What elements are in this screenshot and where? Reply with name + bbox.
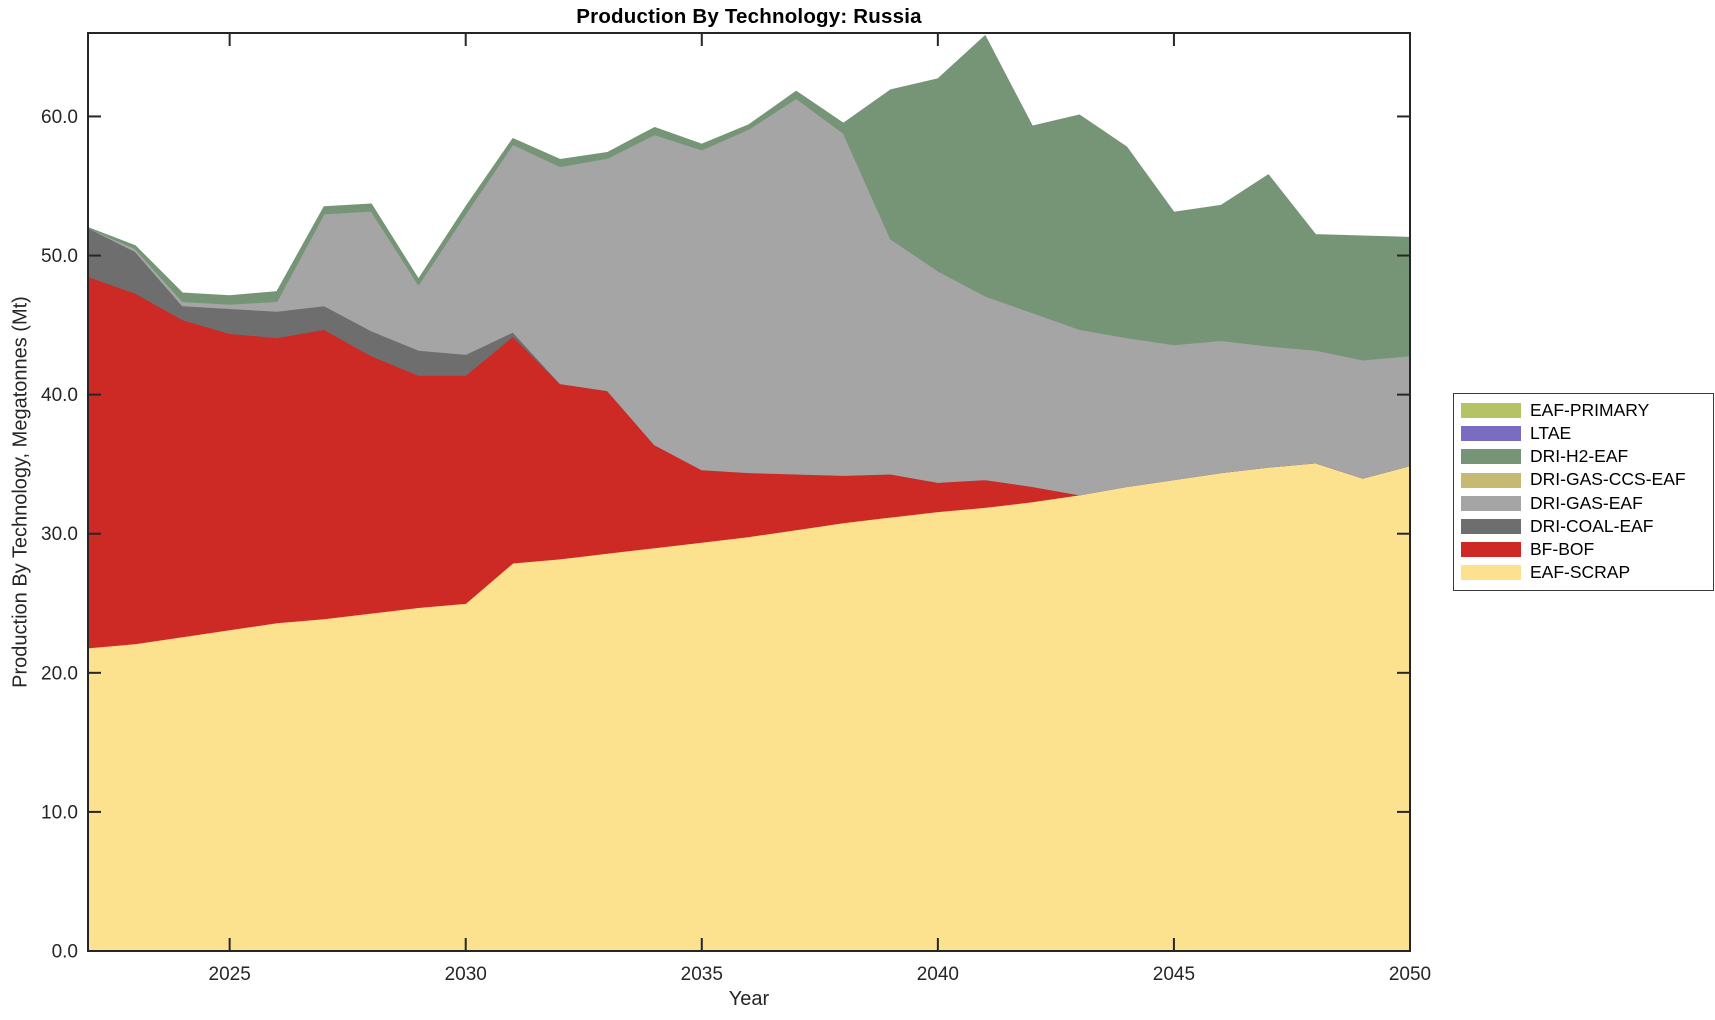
x-tick-label: 2050 <box>1389 964 1431 985</box>
chart-title: Production By Technology: Russia <box>576 5 922 28</box>
legend-item-dri-h2-eaf: DRI-H2-EAF <box>1461 445 1709 468</box>
legend-item-dri-gas-ccs-eaf: DRI-GAS-CCS-EAF <box>1461 469 1709 492</box>
legend-label: DRI-COAL-EAF <box>1530 515 1654 536</box>
legend-swatch <box>1461 519 1521 535</box>
legend-label: EAF-SCRAP <box>1530 562 1631 583</box>
x-tick-label: 2030 <box>445 964 487 985</box>
legend-item-dri-gas-eaf: DRI-GAS-EAF <box>1461 492 1709 515</box>
legend-label: DRI-GAS-EAF <box>1530 492 1643 513</box>
legend-item-bf-bof: BF-BOF <box>1461 538 1709 561</box>
legend-swatch <box>1461 565 1521 581</box>
y-tick-label: 30.0 <box>41 524 78 545</box>
y-tick-label: 50.0 <box>41 246 78 267</box>
legend-item-eaf-primary: EAF-PRIMARY <box>1461 399 1709 422</box>
legend-swatch <box>1461 542 1521 558</box>
legend-swatch <box>1461 426 1521 442</box>
x-axis-label: Year <box>728 988 770 1010</box>
stacked-areas <box>87 35 1411 952</box>
y-tick-label: 10.0 <box>41 802 78 823</box>
legend-label: DRI-GAS-CCS-EAF <box>1530 469 1686 490</box>
x-tick-label: 2035 <box>681 964 723 985</box>
y-axis-label: Production By Technology, Megatonnes (Mt… <box>9 296 32 688</box>
y-tick-label: 60.0 <box>41 107 78 128</box>
legend-item-ltae: LTAE <box>1461 422 1709 445</box>
legend: EAF-PRIMARY LTAE DRI-H2-EAF DRI-GAS-CCS-EAF… <box>1453 393 1714 591</box>
legend-label: EAF-PRIMARY <box>1530 399 1650 420</box>
legend-swatch <box>1461 495 1521 511</box>
y-tick-label: 40.0 <box>41 385 78 406</box>
x-tick-label: 2025 <box>209 964 251 985</box>
x-tick-label: 2040 <box>917 964 959 985</box>
plot-box <box>87 32 1411 952</box>
legend-swatch <box>1461 472 1521 488</box>
axes: 2025 2030 2035 2040 2045 2050 0.0 10.0 20.0 30.0 4… <box>41 32 1431 985</box>
legend-label: LTAE <box>1530 423 1572 444</box>
legend-label: DRI-H2-EAF <box>1530 446 1629 467</box>
legend-item-dri-coal-eaf: DRI-COAL-EAF <box>1461 515 1709 538</box>
legend-swatch <box>1461 403 1521 419</box>
y-tick-label: 0.0 <box>52 942 78 963</box>
legend-label: BF-BOF <box>1530 538 1595 559</box>
legend-item-eaf-scrap: EAF-SCRAP <box>1461 561 1709 584</box>
y-tick-label: 20.0 <box>41 663 78 684</box>
x-tick-label: 2045 <box>1153 964 1195 985</box>
legend-swatch <box>1461 449 1521 465</box>
